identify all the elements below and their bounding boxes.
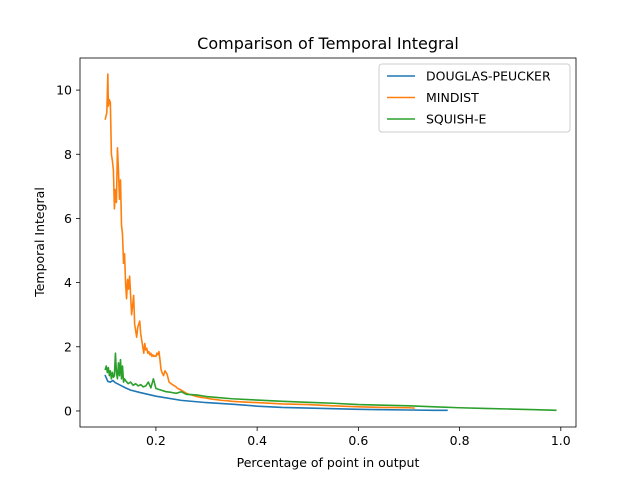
y-axis-label: Temporal Integral [32, 187, 47, 298]
y-tick-label: 0 [64, 403, 72, 418]
series-line-mindist [104, 73, 415, 409]
x-tick-label: 0.4 [247, 433, 267, 448]
axes-frame [79, 57, 577, 428]
x-tick-label: 0.8 [450, 433, 470, 448]
chart-title: Comparison of Temporal Integral [197, 34, 459, 53]
legend-label: DOUGLAS-PEUCKER [426, 69, 551, 84]
y-tick-label: 8 [64, 147, 72, 162]
legend-box [378, 63, 571, 133]
x-tick-label: 0.6 [348, 433, 368, 448]
series-line-douglas-peucker [104, 374, 448, 412]
legend-label: MINDIST [426, 90, 479, 105]
y-tick-label: 10 [56, 83, 72, 98]
x-axis: 0.2 0.4 0.6 0.8 1.0 [146, 427, 571, 448]
y-tick-label: 6 [64, 211, 72, 226]
y-tick-label: 2 [64, 339, 72, 354]
y-axis: 0 2 4 6 8 10 [56, 83, 80, 418]
x-tick-label: 1.0 [551, 433, 571, 448]
plot-area [104, 73, 557, 412]
series-line-squish-e [104, 352, 557, 412]
y-tick-label: 4 [64, 275, 72, 290]
legend-label: SQUISH-E [426, 112, 486, 127]
legend: DOUGLAS-PEUCKER MINDIST SQUISH-E [378, 63, 571, 133]
x-axis-label: Percentage of point in output [237, 455, 420, 470]
x-tick-label: 0.2 [146, 433, 166, 448]
